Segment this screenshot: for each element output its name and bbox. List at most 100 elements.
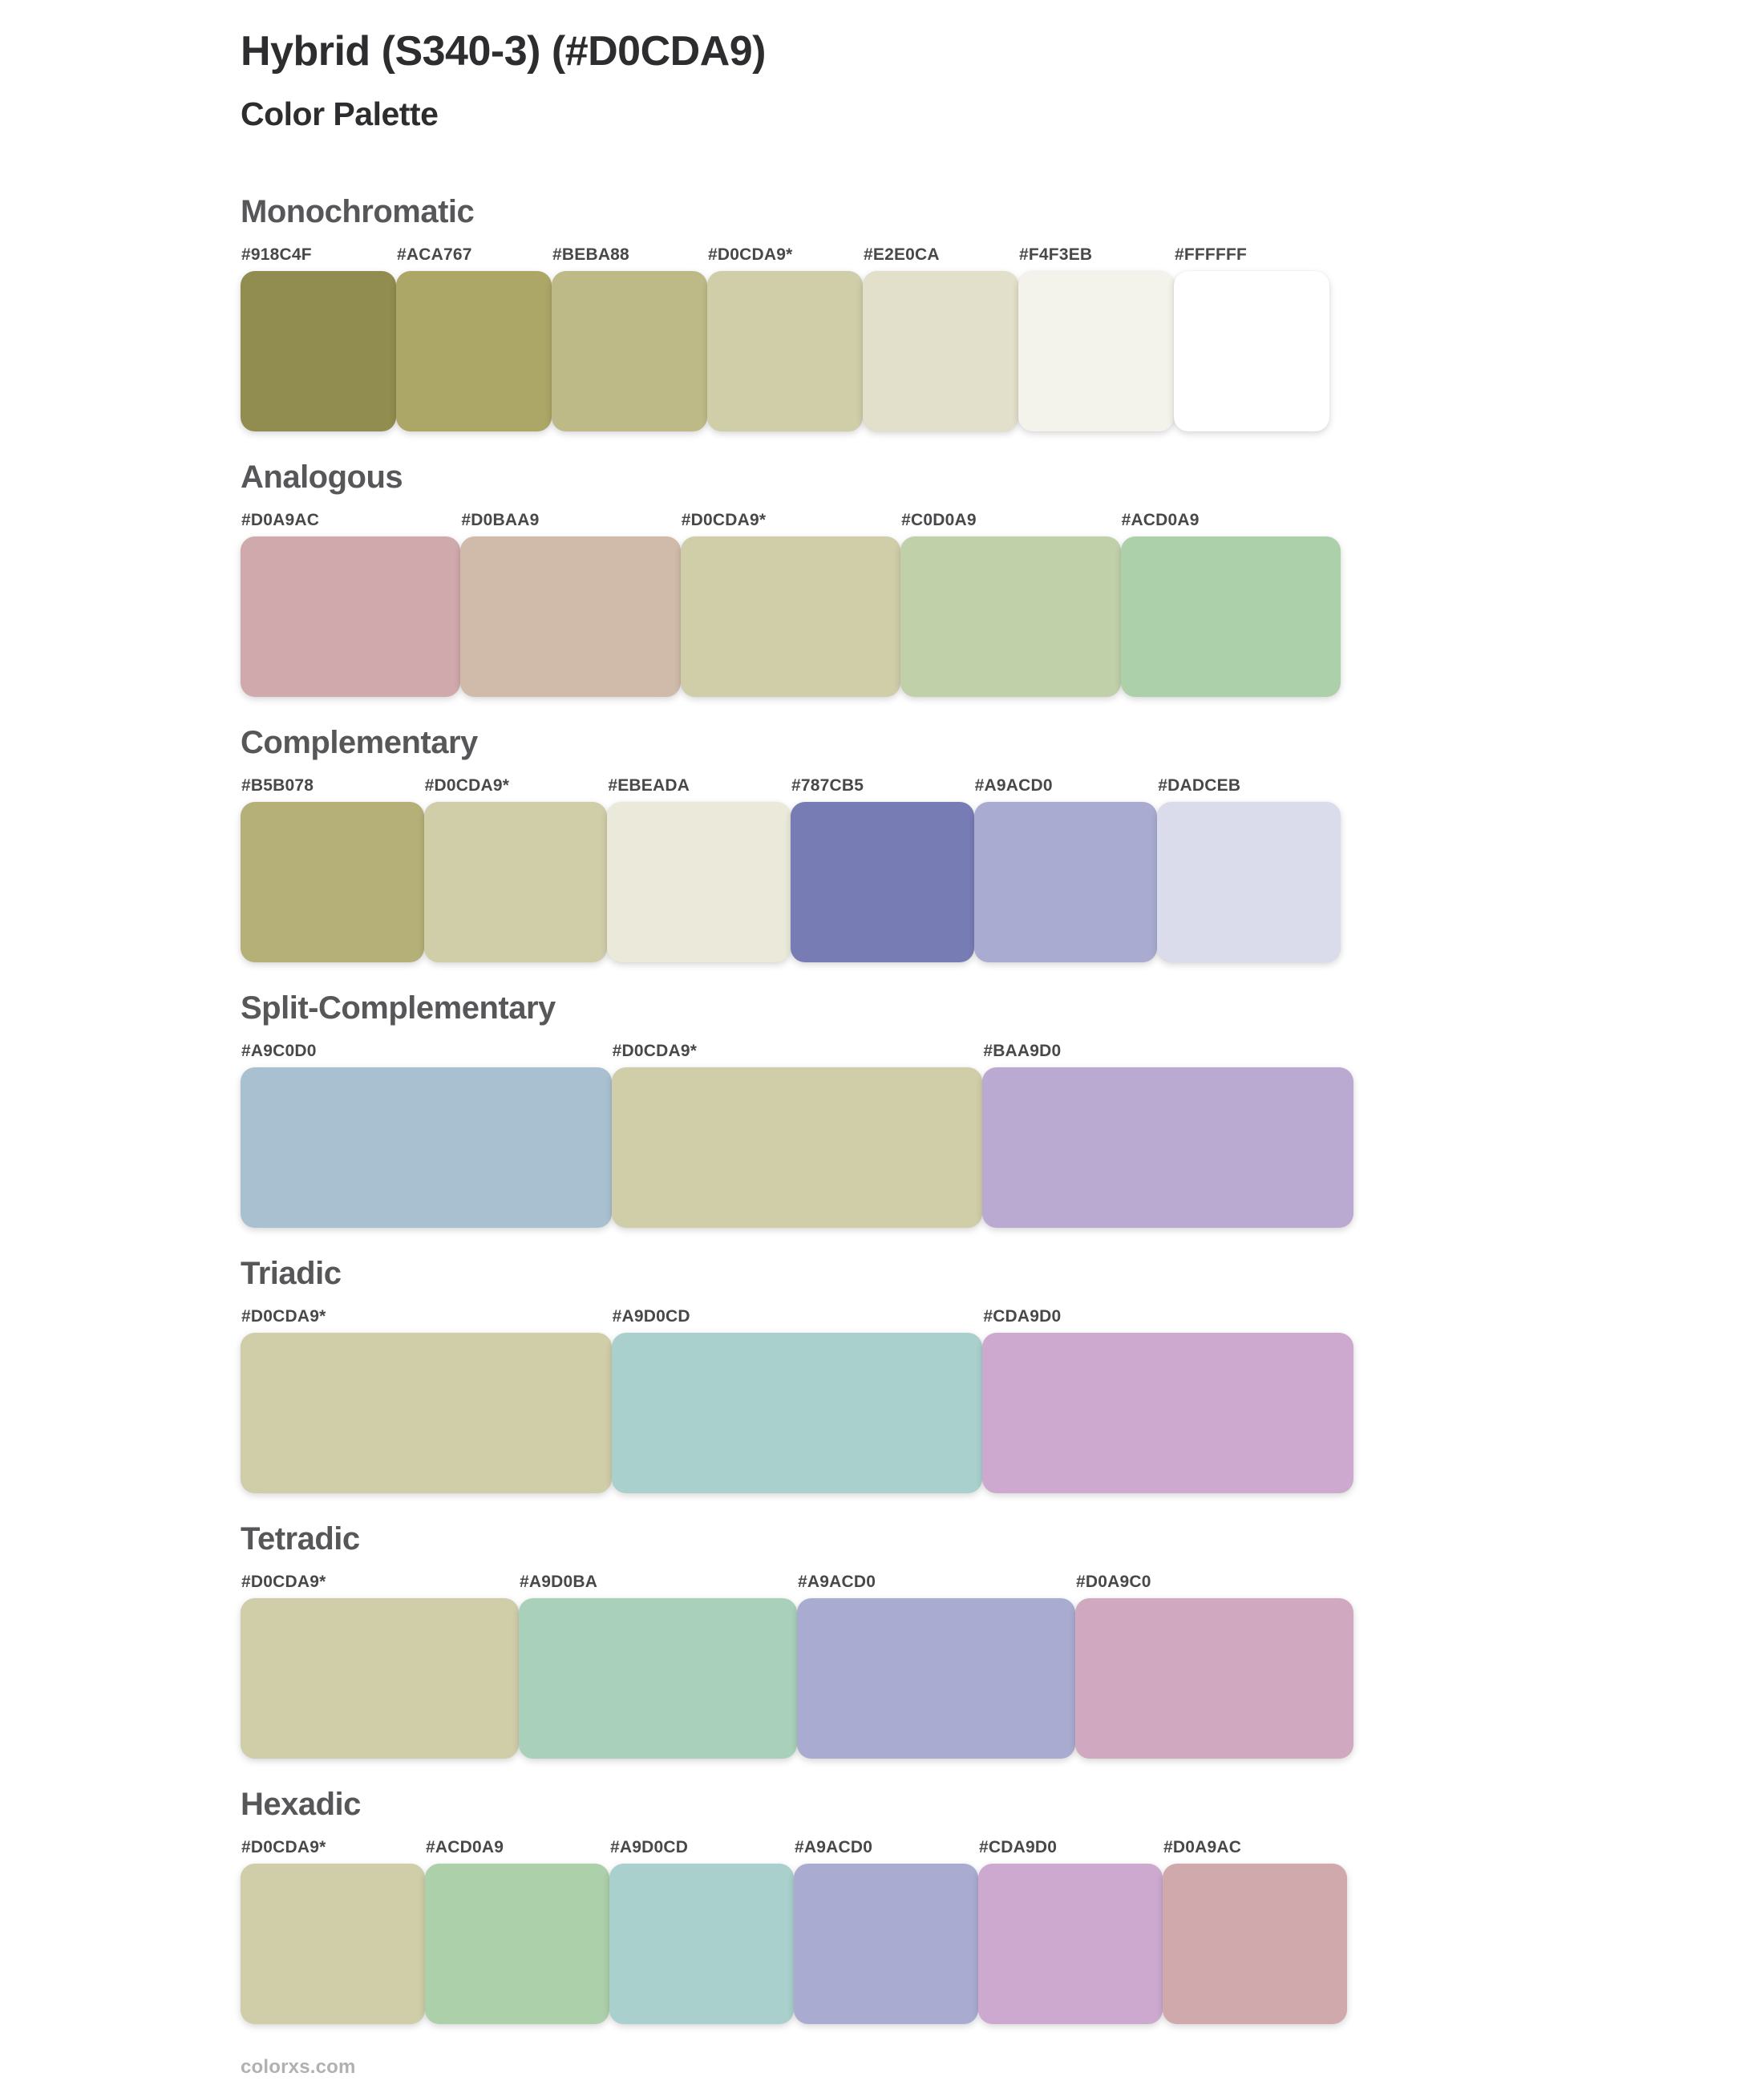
palette-section-analogous: Analogous #D0A9AC #D0BAA9 #D0CDA9* #C0D0A9 #A… (241, 459, 1353, 698)
swatch-hex-label: #D0A9AC (1163, 1838, 1242, 1857)
color-swatch (425, 1864, 609, 2025)
color-swatch (241, 1333, 612, 1494)
swatch-hex-label: #D0CDA9* (424, 776, 510, 796)
palette-section-monochromatic: Monochromatic #918C4F #ACA767 #BEBA88 #D0CDA… (241, 193, 1353, 432)
swatch-hex-label: #D0BAA9 (461, 511, 540, 530)
swatch-hex-label: #D0CDA9* (241, 1573, 326, 1592)
palette-row-split-complementary: #A9C0D0 #D0CDA9* #BAA9D0 (241, 1041, 1353, 1229)
palette-section-hexadic: Hexadic #D0CDA9* #ACD0A9 #A9D0CD #A9ACD0 #CDA… (241, 1786, 1353, 2025)
color-swatch (797, 1598, 1075, 1759)
swatch-hex-label: #ACD0A9 (1121, 511, 1200, 530)
color-swatch (552, 271, 707, 432)
color-swatch (794, 1864, 978, 2025)
swatch-hex-label: #D0CDA9* (241, 1838, 326, 1857)
swatch-hex-label: #A9D0CD (610, 1838, 689, 1857)
section-heading-analogous: Analogous (241, 460, 403, 496)
swatch-column: #ACD0A9 (425, 1837, 609, 2025)
swatch-hex-label: #FFFFFF (1175, 245, 1248, 265)
swatch-column: #D0CDA9* (241, 1306, 612, 1494)
swatch-hex-label: #A9D0CD (612, 1307, 690, 1326)
color-swatch (607, 802, 791, 963)
swatch-column: #D0CDA9* (707, 245, 863, 432)
swatch-column: #C0D0A9 (900, 510, 1121, 698)
swatch-hex-label: #CDA9D0 (983, 1307, 1062, 1326)
swatch-column: #ACD0A9 (1120, 510, 1341, 698)
color-swatch (423, 802, 608, 963)
swatch-hex-label: #CDA9D0 (979, 1838, 1058, 1857)
section-heading-complementary: Complementary (241, 725, 478, 761)
swatch-hex-label: #D0A9AC (241, 511, 320, 530)
color-swatch (241, 536, 461, 698)
color-swatch (241, 1067, 612, 1229)
palette-row-analogous: #D0A9AC #D0BAA9 #D0CDA9* #C0D0A9 #ACD0A9 (241, 510, 1353, 698)
palette-row-tetradic: #D0CDA9* #A9D0BA #A9ACD0 #D0A9C0 (241, 1572, 1353, 1759)
color-swatch (982, 1333, 1353, 1494)
color-swatch (611, 1333, 983, 1494)
swatch-column: #A9D0BA (519, 1572, 797, 1759)
palette-section-tetradic: Tetradic #D0CDA9* #A9D0BA #A9ACD0 #D0A9C0 (241, 1520, 1353, 1759)
swatch-hex-label: #A9ACD0 (974, 776, 1053, 796)
color-swatch (1163, 1864, 1347, 2025)
color-swatch (978, 1864, 1163, 2025)
swatch-hex-label: #A9ACD0 (798, 1573, 876, 1592)
swatch-column: #D0A9C0 (1075, 1572, 1353, 1759)
palette-sections: Monochromatic #918C4F #ACA767 #BEBA88 #D0CDA… (241, 193, 1353, 2025)
swatch-hex-label: #B5B078 (241, 776, 314, 796)
swatch-hex-label: #ACA767 (397, 245, 472, 265)
swatch-hex-label: #A9ACD0 (795, 1838, 873, 1857)
swatch-column: #FFFFFF (1174, 245, 1329, 432)
swatch-column: #E2E0CA (863, 245, 1018, 432)
swatch-column: #A9ACD0 (973, 775, 1158, 963)
swatch-column: #DADCEB (1157, 775, 1341, 963)
swatch-column: #D0CDA9* (611, 1041, 983, 1229)
swatch-column: #B5B078 (241, 775, 424, 963)
swatch-column: #A9C0D0 (241, 1041, 612, 1229)
color-swatch (241, 1598, 519, 1759)
color-swatch (982, 1067, 1353, 1229)
swatch-column: #BAA9D0 (982, 1041, 1353, 1229)
color-swatch (1075, 1598, 1353, 1759)
palette-row-monochromatic: #918C4F #ACA767 #BEBA88 #D0CDA9* #E2E0CA #F4F… (241, 245, 1353, 432)
color-swatch (900, 536, 1121, 698)
swatch-hex-label: #DADCEB (1158, 776, 1241, 796)
swatch-hex-label: #F4F3EB (1019, 245, 1093, 265)
swatch-column: #A9ACD0 (794, 1837, 978, 2025)
section-heading-hexadic: Hexadic (241, 1787, 361, 1823)
swatch-hex-label: #D0CDA9* (708, 245, 793, 265)
color-swatch (680, 536, 901, 698)
color-swatch (1157, 802, 1341, 963)
swatch-column: #A9D0CD (609, 1837, 794, 2025)
color-swatch (396, 271, 552, 432)
swatch-hex-label: #BEBA88 (552, 245, 629, 265)
color-swatch (241, 1864, 425, 2025)
section-heading-triadic: Triadic (241, 1256, 342, 1292)
swatch-column: #D0CDA9* (423, 775, 608, 963)
swatch-column: #A9D0CD (611, 1306, 983, 1494)
swatch-hex-label: #EBEADA (608, 776, 690, 796)
swatch-column: #A9ACD0 (797, 1572, 1075, 1759)
swatch-column: #D0A9AC (241, 510, 461, 698)
color-swatch (1120, 536, 1341, 698)
swatch-column: #ACA767 (396, 245, 552, 432)
swatch-column: #CDA9D0 (982, 1306, 1353, 1494)
color-swatch (241, 271, 396, 432)
swatch-hex-label: #787CB5 (791, 776, 864, 796)
color-swatch (1018, 271, 1174, 432)
swatch-hex-label: #C0D0A9 (901, 511, 977, 530)
palette-page: Hybrid (S340-3) (#D0CDA9) Color Palette … (241, 28, 1353, 2051)
swatch-hex-label: #918C4F (241, 245, 312, 265)
section-heading-tetradic: Tetradic (241, 1521, 360, 1557)
swatch-hex-label: #BAA9D0 (983, 1042, 1062, 1061)
page-title: Hybrid (S340-3) (#D0CDA9) (241, 28, 767, 75)
swatch-column: #D0A9AC (1163, 1837, 1347, 2025)
color-swatch (611, 1067, 983, 1229)
footer-brand: colorxs.com (241, 2056, 356, 2078)
swatch-hex-label: #D0CDA9* (241, 1307, 326, 1326)
swatch-hex-label: #D0CDA9* (681, 511, 767, 530)
color-swatch (1174, 271, 1329, 432)
color-swatch (241, 802, 424, 963)
swatch-column: #787CB5 (790, 775, 974, 963)
palette-section-complementary: Complementary #B5B078 #D0CDA9* #EBEADA #787C… (241, 724, 1353, 963)
swatch-hex-label: #E2E0CA (864, 245, 940, 265)
swatch-column: #D0BAA9 (460, 510, 681, 698)
